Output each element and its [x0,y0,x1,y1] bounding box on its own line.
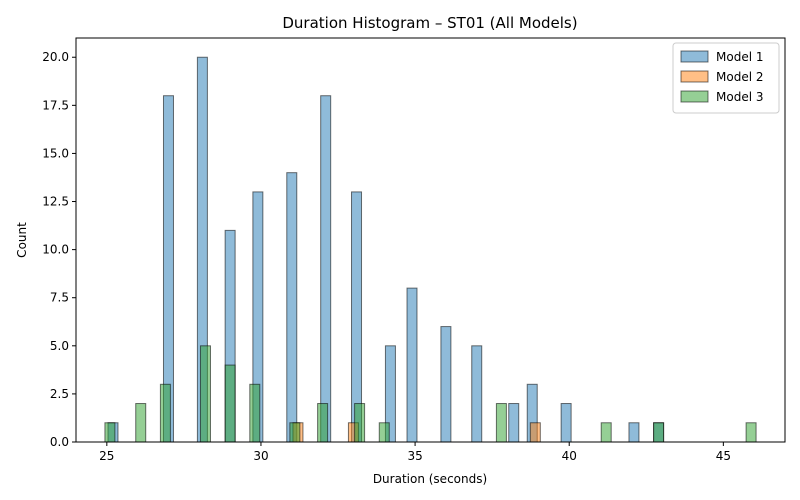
bar-series-3-10 [495,403,507,443]
bar-series-3-9 [378,422,390,443]
bar-series-1-14 [560,403,572,443]
legend: Model 1 Model 2 Model 3 [672,42,780,114]
bar-series-3-11 [600,422,612,443]
bar-series-3-3 [199,345,211,443]
legend-swatch-3 [680,90,709,103]
y-tick-label-7: 17.5 [42,98,69,112]
bar-series-3-1 [135,403,147,443]
y-tick-label-2: 5.0 [50,339,69,353]
bar-series-3-0 [104,422,116,443]
bar-series-3-12 [653,422,665,443]
legend-swatch-1 [680,50,709,63]
chart-title: Duration Histogram – ST01 (All Models) [282,14,577,32]
y-tick-label-6: 15.0 [42,146,69,160]
bar-series-1-6 [320,95,332,443]
bar-series-1-10 [440,326,452,443]
y-tick-label-0: 0.0 [50,435,69,449]
y-tick-label-3: 7.5 [50,291,69,305]
bar-series-3-4 [224,364,236,443]
bar-series-3-5 [249,383,261,443]
x-tick-label-2: 35 [407,449,422,463]
bar-series-3-6 [289,422,301,443]
y-tick-label-1: 2.5 [50,387,69,401]
legend-label-3: Model 3 [716,90,763,104]
bar-series-1-9 [406,287,418,443]
legend-label-1: Model 1 [716,50,763,64]
bar-series-1-5 [286,172,298,443]
bar-series-3-7 [317,403,329,443]
bars-layer [104,56,757,443]
plot-frame [75,37,786,443]
y-tick-label-4: 10.0 [42,243,69,257]
y-tick-label-5: 12.5 [42,195,69,209]
y-axis-label: Count [15,222,29,258]
legend-label-2: Model 2 [716,70,763,84]
legend-swatch-2 [680,70,709,83]
y-axis: 0.0 2.5 5.0 7.5 10.0 12.5 15.0 17.5 20.0 [42,50,76,449]
bar-series-1-11 [471,345,483,443]
bar-series-1-12 [508,403,520,443]
y-tick-label-8: 20.0 [42,50,69,64]
bar-series-3-13 [745,422,757,443]
x-axis-label: Duration (seconds) [373,472,487,486]
bar-series-3-2 [159,383,171,443]
bar-series-1-15 [628,422,640,443]
bar-series-2-2 [529,422,541,443]
x-tick-label-4: 45 [716,449,731,463]
x-axis: 25 30 35 40 45 [99,442,731,463]
bar-series-3-8 [354,403,366,443]
x-tick-label-1: 30 [253,449,268,463]
x-tick-label-0: 25 [99,449,114,463]
x-tick-label-3: 40 [562,449,577,463]
